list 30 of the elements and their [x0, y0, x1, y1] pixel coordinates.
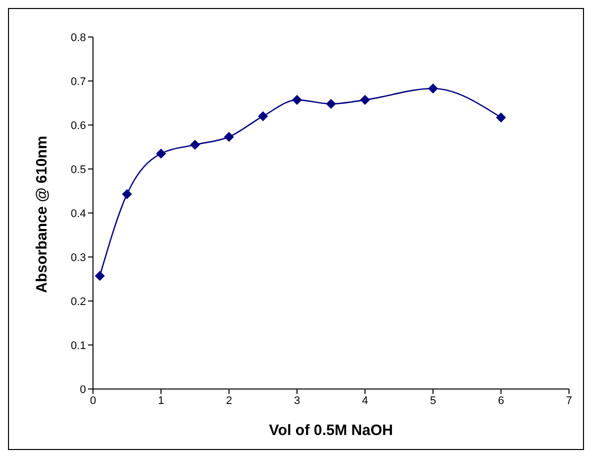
point [496, 112, 506, 123]
point [190, 140, 200, 150]
y-tick-label: 0.6 [70, 120, 86, 132]
y-axis-title: Absorbance @ 610nm [33, 136, 50, 293]
x-tick-label: 1 [158, 394, 164, 407]
y-tick-label: 0.8 [70, 32, 86, 44]
y-tick-label: 0.7 [70, 76, 86, 88]
y-tick-label: 0.5 [70, 164, 86, 176]
x-tick-label: 3 [294, 394, 300, 407]
x-tick-label: 5 [430, 394, 436, 407]
y-tick-label: 0.1 [70, 340, 86, 352]
y-tick-label: 0.2 [70, 296, 86, 308]
y-tick-label: 0.4 [70, 208, 86, 220]
point [224, 132, 234, 142]
point [326, 98, 336, 109]
x-tick-label: 6 [498, 394, 504, 407]
point [428, 83, 438, 94]
y-tick-label: 0.3 [70, 252, 86, 264]
point [156, 148, 166, 159]
point [258, 111, 268, 122]
point [94, 270, 105, 281]
x-axis-title: Vol of 0.5M NaOH [269, 422, 393, 439]
x-tick-label: 0 [90, 394, 96, 407]
point [292, 94, 302, 105]
x-tick-label: 4 [362, 394, 368, 407]
x-tick-label: 2 [226, 394, 232, 407]
x-tick-label: 7 [566, 394, 572, 407]
y-tick-label: 0 [80, 384, 86, 396]
point [360, 94, 370, 105]
point [122, 189, 132, 200]
